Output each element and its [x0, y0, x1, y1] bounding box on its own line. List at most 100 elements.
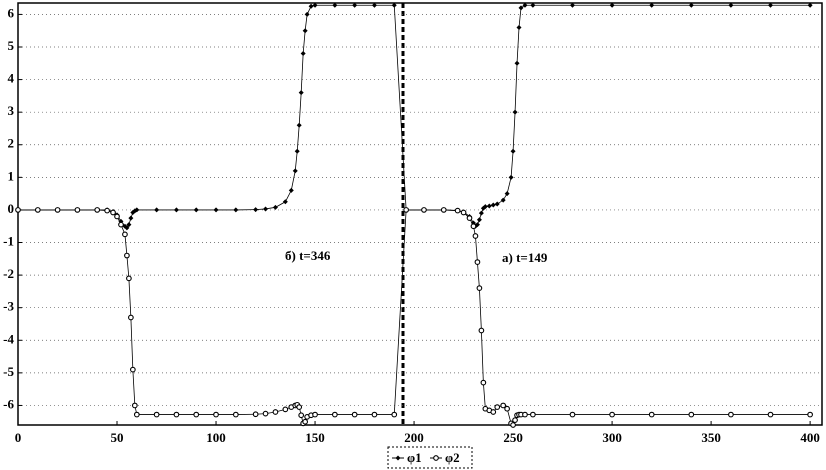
legend-box	[387, 446, 473, 469]
data-point	[153, 411, 160, 418]
data-point	[494, 404, 501, 410]
data-point	[460, 209, 467, 216]
data-point	[272, 409, 279, 415]
data-point	[173, 411, 180, 418]
data-point	[494, 201, 500, 207]
data-point	[371, 411, 378, 418]
data-point	[262, 410, 269, 417]
data-point	[282, 406, 289, 413]
data-point	[530, 2, 536, 8]
plot-frame	[17, 2, 823, 426]
data-point	[124, 225, 130, 231]
data-point	[728, 411, 734, 418]
data-point	[34, 207, 41, 213]
y-tick-label: -5	[3, 364, 14, 379]
data-point	[500, 197, 506, 203]
data-point	[130, 366, 136, 373]
data-point	[15, 207, 21, 213]
data-point	[454, 207, 461, 214]
data-point	[173, 207, 179, 213]
data-point	[352, 2, 358, 8]
data-point	[114, 213, 120, 220]
data-point	[193, 207, 199, 213]
data-point	[807, 2, 813, 8]
data-point	[193, 411, 200, 418]
data-point	[522, 411, 528, 418]
data-point	[282, 199, 288, 205]
y-tick-label: 4	[8, 71, 15, 86]
data-point	[332, 2, 338, 8]
data-point	[486, 203, 492, 209]
data-point	[512, 109, 518, 115]
data-point	[648, 411, 655, 418]
data-point	[440, 207, 447, 213]
data-point	[104, 207, 110, 214]
data-point	[421, 207, 427, 213]
data-point	[131, 402, 138, 409]
legend-label: φ2	[445, 450, 460, 465]
data-point	[296, 404, 303, 410]
y-tick-label: -6	[3, 396, 14, 411]
data-point	[94, 207, 101, 213]
y-tick-label: 5	[8, 38, 15, 53]
data-point	[288, 187, 294, 193]
data-point	[351, 411, 358, 418]
data-point	[263, 206, 269, 212]
y-tick-label: -3	[3, 299, 14, 314]
data-point	[154, 207, 160, 213]
data-point	[510, 422, 516, 428]
data-point	[512, 417, 518, 423]
data-point	[609, 411, 615, 418]
annotation: б) t=346	[285, 248, 331, 263]
data-point	[312, 2, 318, 8]
data-point	[768, 2, 774, 8]
data-point	[213, 207, 219, 213]
data-point	[649, 2, 655, 8]
data-point	[298, 90, 304, 96]
data-point	[482, 204, 488, 210]
data-point	[504, 191, 510, 197]
data-point	[134, 207, 140, 213]
x-tick-label: 150	[305, 430, 325, 445]
y-tick-label: -4	[3, 331, 14, 346]
data-point	[296, 122, 302, 128]
data-point	[122, 231, 128, 238]
data-point	[308, 3, 314, 9]
data-point	[688, 2, 694, 8]
x-tick-label: 50	[111, 430, 124, 445]
x-tick-label: 200	[404, 430, 424, 445]
legend-label: φ1	[407, 450, 422, 465]
data-point	[294, 148, 300, 154]
y-tick-label: 3	[8, 103, 15, 118]
data-point	[504, 405, 510, 412]
data-point	[490, 202, 496, 208]
data-point	[118, 221, 124, 228]
data-point	[522, 2, 528, 8]
data-point	[302, 28, 308, 34]
data-point	[253, 207, 259, 213]
x-tick-label: 350	[701, 430, 721, 445]
data-point	[807, 411, 813, 418]
series-line	[18, 4, 811, 229]
data-point	[518, 5, 524, 11]
data-point	[312, 411, 318, 418]
data-point	[391, 411, 398, 418]
data-point	[728, 2, 734, 8]
x-tick-label: 0	[15, 430, 22, 445]
data-point	[767, 411, 774, 418]
data-point	[300, 51, 306, 57]
data-point	[54, 207, 61, 213]
data-point	[476, 285, 483, 291]
data-point	[530, 411, 536, 418]
data-point	[403, 207, 409, 213]
data-point	[478, 327, 485, 334]
x-tick-label: 100	[206, 430, 226, 445]
data-point	[480, 379, 487, 386]
x-tick-label: 250	[503, 430, 523, 445]
data-point	[474, 259, 481, 265]
data-point	[292, 168, 298, 174]
y-tick-label: 0	[8, 201, 15, 216]
data-point	[213, 411, 219, 418]
data-point	[128, 314, 134, 321]
